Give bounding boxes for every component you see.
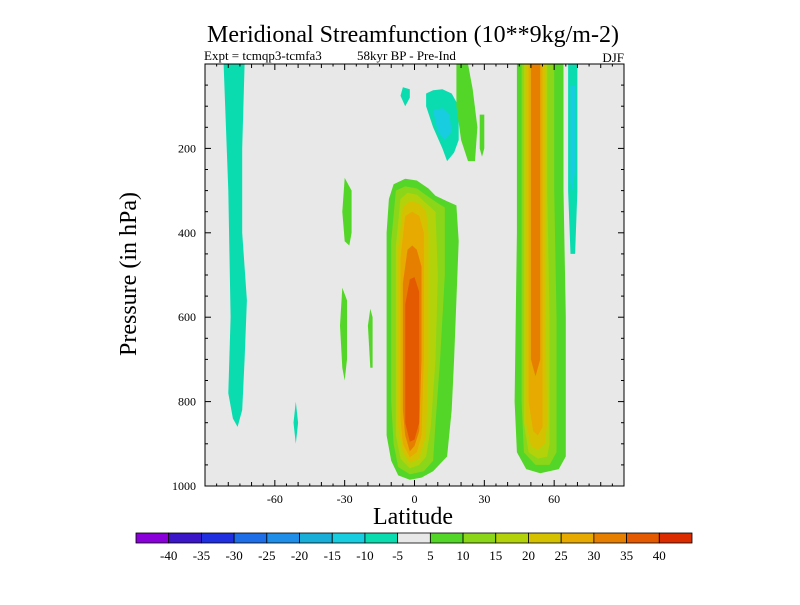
y-tick-label: 200 [178, 141, 196, 155]
y-tick-label: 800 [178, 395, 196, 409]
x-axis-label: Latitude [373, 504, 453, 530]
y-tick-label: 1000 [172, 479, 196, 493]
contour-region-right-edge-negative-inner [570, 85, 576, 191]
chart-subtitle-period: 58kyr BP - Pre-Ind [357, 48, 456, 63]
colorbar-level-label: -20 [291, 548, 308, 563]
contour-region-upper-right-green [456, 64, 478, 162]
y-tick-label: 600 [178, 310, 196, 324]
colorbar-swatch [135, 532, 170, 544]
x-tick-label: 60 [548, 492, 560, 506]
contour-region-upper-negative-dot [400, 87, 410, 107]
colorbar-swatch [560, 532, 595, 544]
contour-region-right-green-tick [479, 114, 485, 157]
colorbar-swatch [495, 532, 529, 544]
x-tick-label: -30 [337, 492, 353, 506]
contour-region-upper-negative-blob-inner [433, 108, 452, 140]
contour-region-nh-cell-core [405, 277, 420, 442]
colorbar-level-label: 20 [522, 548, 535, 563]
x-tick-label: 30 [478, 492, 490, 506]
chart-season-label: DJF [602, 50, 624, 65]
contour-region-mid-lat-band-core [530, 64, 541, 377]
colorbar-level-label: -35 [193, 548, 210, 563]
colorbar-swatch [429, 532, 464, 544]
contour-regions [223, 64, 578, 480]
colorbar-level-label: -5 [392, 548, 403, 563]
colorbar-level-label: -40 [160, 548, 177, 563]
colorbar-swatch [266, 532, 300, 544]
colorbar-swatch [168, 532, 202, 544]
colorbar-level-label: 25 [555, 548, 568, 563]
colorbar-level-label: -25 [258, 548, 275, 563]
colorbar-level-label: 15 [489, 548, 502, 563]
colorbar-swatch [299, 532, 333, 544]
colorbar-swatch [593, 532, 627, 544]
plot-area: -60 -30 0 30 60 200 400 600 800 1000 [172, 63, 625, 506]
chart-subtitle-experiment: Expt = tcmqp3-tcmfa3 [204, 48, 322, 63]
colorbar-level-label: 35 [620, 548, 633, 563]
axis-ticks: -60 -30 0 30 60 200 400 600 800 1000 [172, 64, 624, 506]
colorbar-swatch [626, 532, 660, 544]
colorbar-swatch [331, 532, 366, 544]
contour-region-sh-negative-dot [293, 401, 299, 444]
colorbar-level-label: -10 [356, 548, 373, 563]
chart-title: Meridional Streamfunction (10**9kg/m-2) [207, 22, 619, 48]
y-axis-label: Pressure (in hPa) [116, 192, 142, 356]
colorbar-level-label: 10 [457, 548, 470, 563]
x-tick-label: 0 [412, 492, 418, 506]
colorbar-swatch [528, 532, 562, 544]
colorbar-swatch [233, 532, 268, 544]
colorbar: -40 -35 -30 -25 -20 -15 -10 -5 5 10 15 20 25 30 35 40 [135, 532, 693, 563]
contour-region-upper-positive-left [342, 177, 352, 246]
colorbar-level-label: 40 [653, 548, 666, 563]
colorbar-swatch [201, 532, 235, 544]
colorbar-swatch [397, 532, 431, 544]
colorbar-level-label: 5 [427, 548, 434, 563]
x-tick-label: -60 [267, 492, 283, 506]
colorbar-level-label: -30 [225, 548, 242, 563]
colorbar-swatch [462, 532, 497, 544]
contour-region-sh-negative-strip [223, 64, 247, 427]
colorbar-level-label: 30 [587, 548, 600, 563]
contour-region-center-left-strip [340, 287, 347, 381]
colorbar-swatch [364, 532, 399, 544]
y-tick-label: 400 [178, 226, 196, 240]
colorbar-level-label: -15 [324, 548, 341, 563]
colorbar-swatch [658, 532, 693, 544]
contour-region-upper-positive-tick [367, 308, 373, 368]
